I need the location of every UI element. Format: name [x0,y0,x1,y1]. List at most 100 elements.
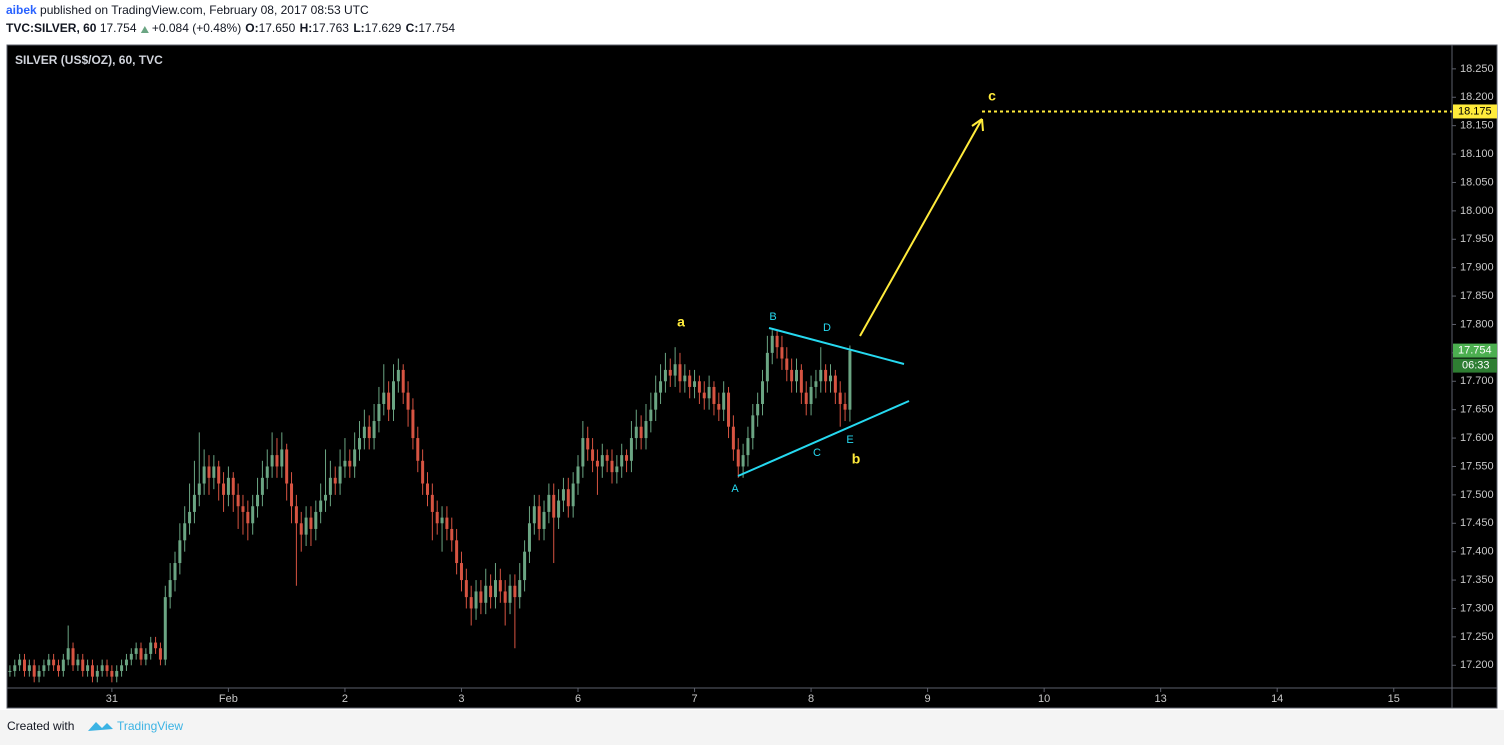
ohlc-label: L: [353,21,364,35]
candle-body [90,665,94,677]
wave-label: a [677,314,685,330]
candle-body [625,455,629,461]
candle-body [76,659,80,666]
y-tick-label: 17.900 [1460,262,1494,274]
candle-body [304,517,308,535]
candle-body [620,455,624,467]
y-tick-label: 18.150 [1460,120,1494,132]
candle-body [561,489,565,501]
candle-body [183,523,187,541]
x-tick-label: 15 [1388,693,1400,705]
candle-body [464,580,468,598]
candle-body [120,665,124,671]
candle-body [435,511,439,524]
candle-body [124,659,128,666]
candle-body [493,580,497,598]
candle-body [319,500,323,512]
y-tick-label: 17.650 [1460,404,1494,416]
candle-body [785,358,789,370]
candle-body [353,449,357,467]
x-tick-label: 2 [342,693,348,705]
candle-body [595,460,599,467]
x-tick-label: 7 [691,693,697,705]
footer-bar [0,710,1504,745]
candle-body [780,347,784,359]
candle-body [770,335,774,353]
candle-body [469,597,473,609]
candle-body [324,494,328,501]
y-tick-label: 17.950 [1460,233,1494,245]
candle-body [22,659,26,671]
y-tick-label: 17.400 [1460,546,1494,558]
author[interactable]: aibek [6,3,37,17]
chart-title: SILVER (US$/OZ), 60, TVC [15,53,163,67]
candle-body [644,421,648,439]
header-line: aibek published on TradingView.com, Febr… [6,3,369,17]
candle-body [746,438,750,456]
candle-body [421,460,425,484]
footer-brand[interactable]: TradingView [117,719,183,733]
candle-body [804,392,808,404]
brand-logo [88,722,113,731]
candle-body [270,455,274,467]
change: +0.084 (+0.48%) [152,21,241,35]
candle-body [799,369,803,393]
last: 17.754 [100,21,137,35]
candle-body [566,489,570,507]
candle-body [115,670,119,677]
candle-body [712,386,716,404]
candle-body [226,477,230,495]
candle-body [668,369,672,376]
candle-body [848,350,852,410]
candle-body [256,494,260,507]
countdown-tag [1453,358,1497,373]
x-tick-label: 13 [1155,693,1167,705]
candle-body [455,540,459,564]
candle-body [688,375,692,387]
candle-body [843,403,847,410]
candle-body [833,375,837,393]
target-label: 18.175 [1458,105,1492,117]
candle-body [149,642,153,654]
ohlc-value: 17.650 [259,21,296,35]
published: published on TradingView.com, February 0… [40,3,369,17]
candle-body [736,449,740,467]
arrow-head [971,118,984,132]
candle-body [790,369,794,382]
candle-body [105,665,109,671]
candle-body [71,648,75,666]
candle-body [828,375,832,382]
triangle-upper [768,327,905,365]
candle-body [18,659,22,666]
candle-body [693,381,697,387]
candle-body [32,665,36,677]
y-tick-label: 18.250 [1460,63,1494,75]
candle-body [639,426,643,439]
candle-body [756,403,760,416]
candle-body [765,352,769,382]
candle-body [571,483,575,507]
candle-body [654,392,658,410]
wave-label: A [731,483,739,495]
candle-body [222,483,226,495]
y-tick-label: 17.300 [1460,602,1494,614]
candle-body [663,369,667,382]
candle-body [110,670,114,677]
candle-body [299,523,303,535]
candle-body [489,585,493,598]
wave-label: C [813,447,821,459]
candle-body [372,421,376,439]
symbol-line: TVC:SILVER, 60 17.754 [6,21,137,35]
candle-body [741,455,745,467]
candle-body [503,591,507,603]
candle-body [178,540,182,564]
ohlc-label: C: [406,21,419,35]
candle-body [722,392,726,410]
y-tick-label: 18.050 [1460,176,1494,188]
candle-body [406,392,410,410]
candle-body [387,392,391,410]
x-tick-label: Feb [219,693,238,705]
candle-body [37,670,41,677]
ohlc-label: H: [300,21,313,35]
